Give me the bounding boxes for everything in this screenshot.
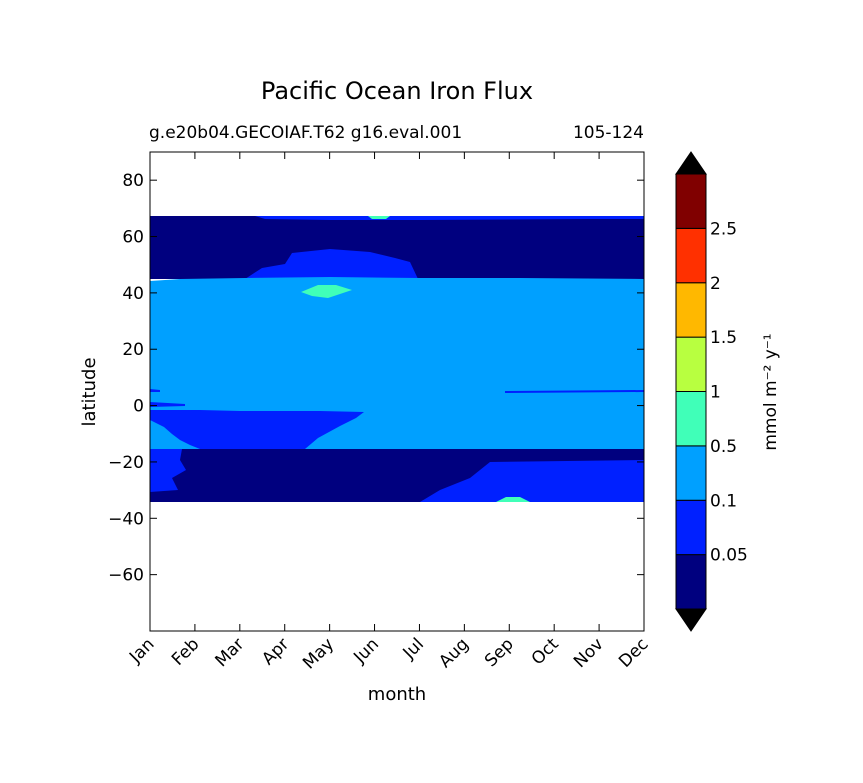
chart-subtitle-right: 105-124: [573, 123, 644, 143]
colorbar-label-text: mmol m⁻² y⁻¹: [761, 333, 781, 450]
colorbar-tick-label: 2: [710, 274, 721, 294]
colorbar-tick-label: 1.5: [710, 328, 737, 348]
colorbar-label: mmol m⁻² y⁻¹: [761, 333, 781, 450]
colorbar-segment: [675, 336, 707, 392]
region-equator-stripe: [505, 390, 644, 393]
colorbar-segment: [675, 173, 707, 229]
y-axis-label: latitude: [79, 357, 100, 426]
colorbar-tick-label: 0.05: [710, 546, 748, 566]
y-tick-label: 80: [122, 171, 144, 191]
region-midlat-band: [150, 277, 644, 449]
y-tick-label: 60: [122, 228, 144, 248]
region-north-top-cyan: [368, 216, 390, 219]
colorbar-tick-label: 1: [710, 383, 721, 403]
colorbar-tick-label: 2.5: [710, 219, 737, 239]
x-tick-label: Nov: [570, 634, 608, 672]
x-tick-label: Sep: [481, 634, 518, 671]
x-tick-label: Aug: [435, 634, 473, 672]
region-north-blue-bump: [245, 249, 418, 279]
region-south-blue: [150, 402, 364, 449]
region-south-blue-wedge: [420, 460, 644, 502]
colorbar-segment: [675, 391, 707, 447]
data-field: [150, 216, 644, 502]
x-tick-label: Mar: [212, 634, 249, 671]
colorbar: 0.05 0.1 0.5 1 1.5 2 2.5: [675, 151, 748, 632]
x-tick-label: May: [299, 634, 338, 673]
colorbar-tick-label: 0.1: [710, 491, 737, 511]
y-tick-label: 0: [133, 397, 144, 417]
x-tick-label: Jun: [349, 634, 383, 668]
region-north-top-strip: [255, 216, 644, 220]
y-tick-label: 40: [122, 284, 144, 304]
y-tick-label: −40: [108, 509, 144, 529]
x-tick-label: Oct: [528, 634, 563, 669]
colorbar-segment: [675, 282, 707, 338]
region-south-cyan-tip: [496, 497, 530, 502]
y-tick-label: 20: [122, 340, 144, 360]
y-tick-label: −20: [108, 453, 144, 473]
colorbar-segment: [675, 227, 707, 284]
plot-frame: [149, 151, 645, 632]
colorbar-extend-top: [675, 151, 707, 175]
x-tick-label: Apr: [258, 634, 293, 669]
colorbar-segment: [675, 499, 707, 556]
region-equator-west-stripe: [150, 389, 160, 392]
colorbar-tick-label: 0.5: [710, 437, 737, 457]
x-tick-label: Jul: [399, 634, 428, 663]
region-cyan-patch: [301, 285, 352, 298]
y-axis: −60 −40 −20 0 20 40 60 80: [108, 171, 644, 586]
region-south-west-blue: [150, 449, 186, 492]
y-tick-label: −60: [108, 566, 144, 586]
chart-title: Pacific Ocean Iron Flux: [261, 77, 533, 105]
x-tick-label: Dec: [615, 634, 652, 671]
colorbar-extend-bottom: [675, 608, 707, 632]
x-axis-label: month: [368, 684, 426, 705]
colorbar-segment: [675, 554, 707, 610]
chart-subtitle-left: g.e20b04.GECOIAF.T62 g16.eval.001: [149, 123, 462, 143]
colorbar-segment: [675, 445, 707, 501]
x-tick-label: Jan: [125, 634, 158, 667]
x-tick-label: Feb: [168, 634, 203, 669]
